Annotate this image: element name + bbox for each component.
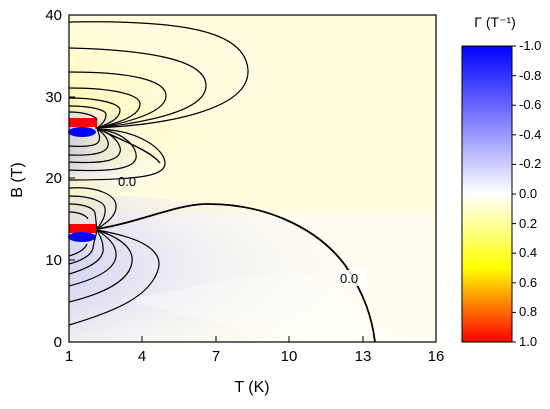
- colorbar-tick-label: 0.8: [519, 304, 537, 319]
- x-axis: [68, 336, 437, 342]
- contour-upper-outer: [69, 21, 249, 129]
- x-axis-title: T (K): [234, 379, 269, 396]
- contour-label-upper: 0.0: [118, 174, 136, 189]
- contour-low-3: [69, 229, 117, 287]
- y-tick-label: 40: [45, 7, 62, 24]
- contour-upper-3: [69, 71, 167, 129]
- heatmap-field: [69, 15, 436, 342]
- contour-mid-pos-4: [69, 211, 89, 220]
- x-tick-label: 1: [65, 348, 73, 365]
- colorbar-tick-label: 0.4: [519, 245, 537, 260]
- y-tick-label: 30: [45, 89, 62, 106]
- contour-mid-pos-2: [69, 195, 106, 230]
- colorbar-tick-label: -0.2: [519, 156, 541, 171]
- singularity-upper: [68, 118, 97, 137]
- colorbar-tick-label: -0.6: [519, 97, 541, 112]
- colorbar: [461, 45, 513, 343]
- contour-low-6: [69, 243, 88, 257]
- contour-mid-pos-outer: [69, 187, 117, 230]
- contour-mid-pos-3: [69, 203, 98, 230]
- colorbar-ticks: [512, 45, 516, 343]
- y-axis-title: B (T): [9, 162, 26, 198]
- contour-low-outer: [69, 229, 160, 326]
- contour-upper-2: [69, 47, 207, 129]
- contour-mid-neg-4: [69, 128, 109, 156]
- colorbar-tick-label: 0.6: [519, 275, 537, 290]
- colorbar-tick-label: 1.0: [519, 334, 537, 349]
- contour-low-2: [69, 229, 133, 303]
- y-axis: [69, 14, 75, 343]
- contour-upper-6: [69, 105, 107, 129]
- contour-mid-neg-outer: [69, 128, 166, 181]
- contour-lines: [69, 21, 376, 342]
- contour-low-5: [69, 229, 98, 265]
- singularity-lower: [68, 224, 97, 242]
- y-tick-label: 10: [45, 252, 62, 269]
- colorbar-tick-label: 0.2: [519, 216, 537, 231]
- contour-upper-4: [69, 87, 141, 129]
- contour-label-lower: 0.0: [340, 271, 358, 286]
- contour-upper-7: [69, 111, 98, 121]
- x-tick-label: 10: [281, 348, 298, 365]
- colorbar-tick-label: -0.8: [519, 68, 541, 83]
- colorbar-title: Γ (T⁻¹): [474, 14, 516, 30]
- colorbar-tick-label: -0.4: [519, 127, 541, 142]
- x-tick-label: 7: [212, 348, 220, 365]
- colorbar-tick-label: -1.0: [519, 38, 541, 53]
- colorbar-tick-label: 0.0: [519, 186, 537, 201]
- contour-mid-neg-5: [69, 128, 101, 147]
- x-tick-label: 13: [355, 348, 372, 365]
- contour-zero-right: [96, 203, 376, 342]
- contour-mid-neg-2: [69, 128, 137, 172]
- x-tick-label: 4: [138, 348, 146, 365]
- y-tick-label: 20: [45, 170, 62, 187]
- x-tick-label: 16: [428, 348, 445, 365]
- contour-low-4: [69, 229, 104, 275]
- contour-upper-5: [69, 97, 121, 129]
- y-tick-label: 0: [54, 334, 62, 351]
- contour-zero-mid: [96, 127, 161, 164]
